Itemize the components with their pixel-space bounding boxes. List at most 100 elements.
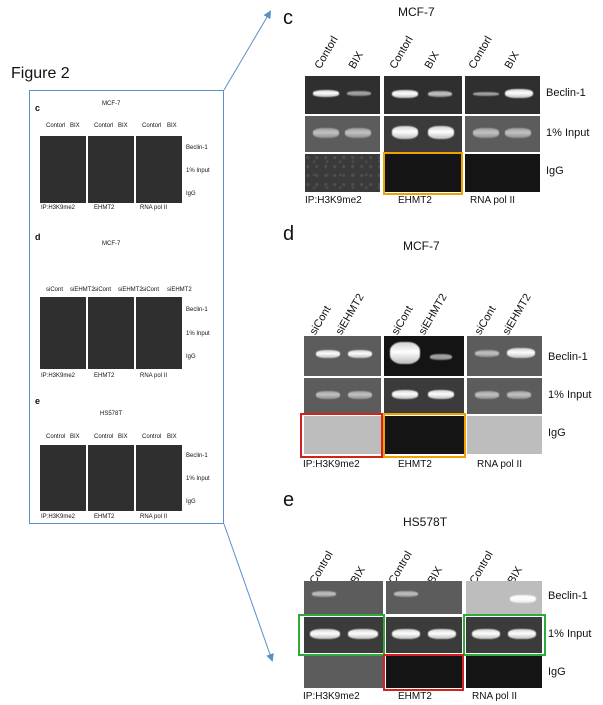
panel-e-row-2: 1% Input [548,628,592,640]
d-input-gel-1 [304,378,381,414]
panel-d-lane-2: siEHMT2 [333,291,367,337]
panel-c-lane-4: BIX [422,49,442,71]
thumb-c-lane-6: BIX [167,123,177,129]
panel-d-row-2: 1% Input [548,389,592,401]
thumb-c-row-1: Beclin-1 [186,145,208,151]
thumb-c-lane-3: Contorl [94,123,114,129]
panel-c-row-2: 1% Input [546,127,590,139]
panel-d-ip-2: EHMT2 [398,459,432,470]
thumb-e-row-3: IgG [186,499,196,505]
c-beclin-gel-1 [305,76,380,114]
thumb-e-lane-4: BIX [118,434,128,440]
thumb-d-lane-1: siCont [46,287,64,293]
thumb-c-letter: c [35,103,41,113]
panel-d-lane-1: siCont [307,303,334,337]
thumb-c-lane-5: Contorl [142,123,162,129]
d-beclin-gel-1 [304,336,381,376]
e-igg-gel-2 [386,656,462,688]
d-beclin-gel-3 [467,336,542,376]
panel-d-lane-6: siEHMT2 [500,291,534,337]
thumbnail-figure: c MCF-7 Contorl BIX Contorl BIX Contorl … [29,90,224,524]
thumb-d-row-3: IgG [186,354,196,360]
panel-d-lane-3: siCont [389,303,416,337]
thumb-c-row-2: 1% Input [186,168,210,174]
e-beclin-gel-3 [466,581,542,614]
panel-d-ip-3: RNA pol II [477,459,523,470]
d-input-gel-3 [467,378,542,414]
c-beclin-gel-3 [465,76,540,114]
panel-c-lane-5: Contorl [466,34,495,71]
panel-e-row-3: IgG [548,666,566,678]
panel-d-lane-5: siCont [472,303,499,337]
arrow-down [223,523,274,662]
panel-e-ip-2: EHMT2 [398,691,432,702]
thumb-e-lane-2: BIX [70,434,80,440]
thumb-c-row-3: IgG [186,191,196,197]
e-beclin-gel-1 [304,581,383,614]
thumb-c-gel-2 [88,136,134,203]
e-beclin-gel-2 [386,581,462,614]
panel-e-letter: e [283,489,295,511]
thumb-e-lane-1: Control [46,434,66,440]
thumb-d-row-2: 1% Input [186,331,210,337]
thumb-e-ip-2: EHMT2 [94,514,115,520]
panel-d-lane-4: siEHMT2 [416,291,450,337]
thumb-d-ip-2: EHMT2 [94,373,115,379]
thumb-e-ip-1: IP:H3K9me2 [41,514,76,520]
thumb-c-lane-4: BIX [118,123,128,129]
e-igg-gel-3 [466,656,542,688]
thumb-d-ip-1: IP:H3K9me2 [41,373,76,379]
d-highlight-red [300,413,383,458]
panel-c-letter: c [283,7,293,29]
panel-d-row-1: Beclin-1 [548,351,588,363]
thumb-e-ip-3: RNA pol II [140,514,168,520]
thumb-d-lane-5: siCont [142,287,160,293]
thumb-d-lane-6: siEHMT2 [167,287,192,293]
c-igg-gel-1 [305,154,380,192]
thumb-c-ip-3: RNA pol II [140,205,168,211]
thumb-c-lane-1: Contorl [46,123,66,129]
c-igg-gel-3 [465,154,540,192]
panel-d-letter: d [283,223,295,245]
thumb-d-cell-line: MCF-7 [102,241,121,247]
e-igg-gel-1 [304,656,383,688]
thumb-c-ip-1: IP:H3K9me2 [41,205,76,211]
d-igg-gel-2 [384,416,464,454]
e-input-gel-3 [466,617,542,653]
panel-d-ip-1: IP:H3K9me2 [303,459,360,470]
thumb-d-gel-2 [88,297,134,369]
c-igg-gel-2 [384,154,462,192]
panel-e-ip-3: RNA pol II [472,691,518,702]
c-input-gel-1 [305,116,380,152]
thumb-d-row-1: Beclin-1 [186,307,208,313]
e-highlight-green-right [463,614,546,656]
c-beclin-gel-2 [384,76,462,114]
panel-e-ip-1: IP:H3K9me2 [303,691,360,702]
panel-c-cell-line: MCF-7 [398,5,435,19]
thumb-e-gel-2 [88,445,134,511]
d-beclin-gel-2 [384,336,464,376]
thumb-c-ip-2: EHMT2 [94,205,115,211]
thumb-c-lane-2: BIX [70,123,80,129]
e-highlight-red [383,654,464,691]
thumb-e-row-2: 1% Input [186,476,210,482]
thumb-d-ip-3: RNA pol II [140,373,168,379]
e-input-gel-2 [386,617,462,653]
thumb-e-lane-6: BIX [167,434,177,440]
panel-d-row-3: IgG [548,427,566,439]
panel-c-row-1: Beclin-1 [546,87,586,99]
figure-title: Figure 2 [11,65,70,82]
thumb-e-cell-line: HS578T [100,411,123,417]
c-input-gel-2 [384,116,462,152]
thumb-d-letter: d [35,232,41,242]
thumb-d-lane-4: siEHMT2 [118,287,143,293]
thumb-c-cell-line: MCF-7 [102,101,121,107]
thumb-c-gel-1 [40,136,86,203]
panel-c-row-3: IgG [546,165,564,177]
d-input-gel-2 [384,378,464,414]
thumb-d-lane-3: siCont [94,287,112,293]
panel-c-ip-2: EHMT2 [398,195,432,206]
d-igg-gel-1 [304,416,381,454]
c-highlight-orange [383,152,463,195]
e-input-gel-1 [304,617,383,653]
